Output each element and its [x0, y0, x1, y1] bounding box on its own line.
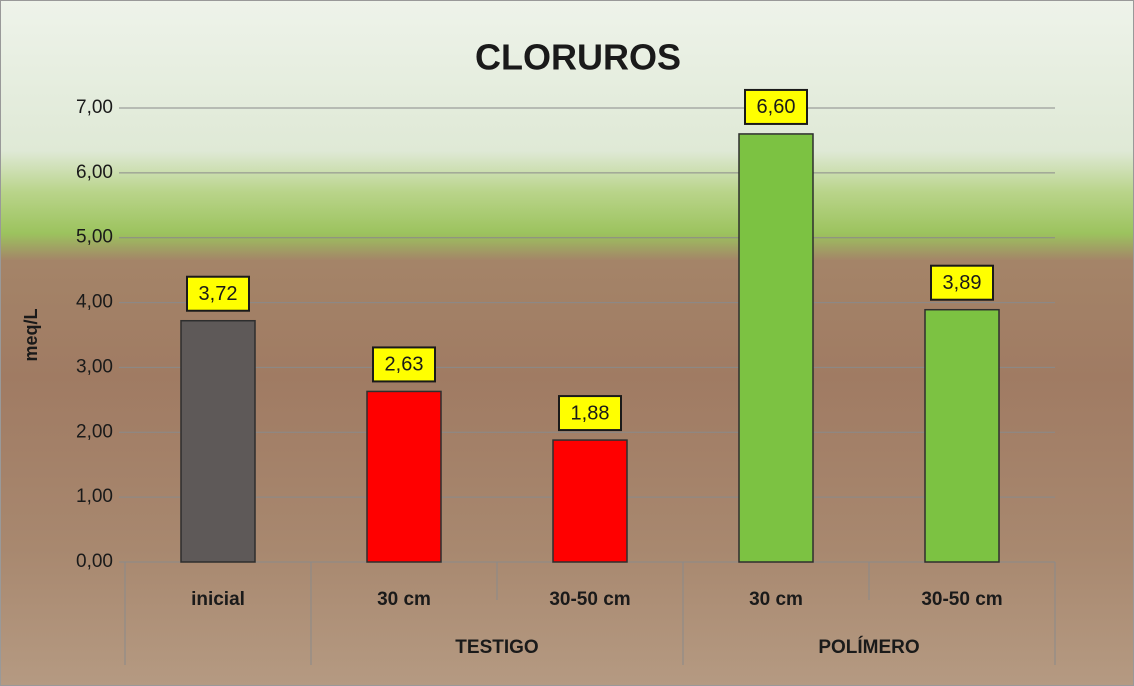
y-axis-label: meq/L — [21, 308, 41, 361]
data-label: 1,88 — [571, 402, 610, 424]
y-tick-label: 2,00 — [76, 421, 113, 442]
bar — [180, 319, 256, 563]
data-label: 2,63 — [385, 354, 424, 376]
group-label: TESTIGO — [455, 637, 538, 658]
x-tick-label: 30 cm — [749, 589, 803, 610]
bar — [924, 308, 1000, 563]
x-tick-label: inicial — [191, 589, 245, 610]
bar — [552, 439, 628, 563]
x-tick-label: 30-50 cm — [921, 589, 1002, 610]
y-tick-label: 6,00 — [76, 162, 113, 183]
y-tick-label: 7,00 — [76, 97, 113, 118]
data-label: 3,89 — [943, 272, 982, 294]
data-label-box — [186, 275, 250, 312]
group-label: POLÍMERO — [818, 636, 919, 658]
bar — [366, 390, 442, 563]
y-tick-label: 5,00 — [76, 227, 113, 248]
x-tick-label: 30 cm — [377, 589, 431, 610]
data-label-box — [930, 264, 994, 301]
x-tick-label: 30-50 cm — [549, 589, 630, 610]
data-label: 3,72 — [199, 283, 238, 305]
data-label: 6,60 — [757, 96, 796, 118]
y-tick-label: 4,00 — [76, 292, 113, 313]
y-tick-label: 1,00 — [76, 486, 113, 507]
bar — [738, 133, 814, 563]
y-tick-label: 0,00 — [76, 551, 113, 572]
y-tick-label: 3,00 — [76, 356, 113, 377]
data-label-box — [744, 88, 808, 125]
data-label-box — [558, 395, 622, 432]
data-label-box — [372, 346, 436, 383]
chart-title: CLORUROS — [475, 37, 681, 78]
